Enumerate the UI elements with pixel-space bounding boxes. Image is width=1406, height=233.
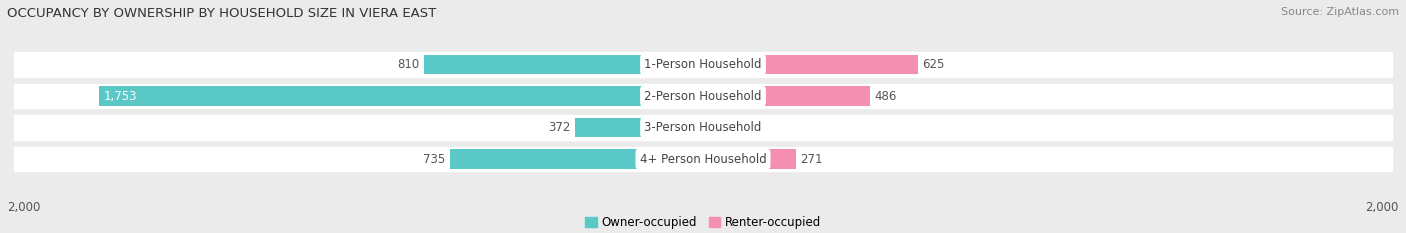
Text: 4+ Person Household: 4+ Person Household (640, 153, 766, 166)
Bar (14, 115, 1392, 140)
Bar (425, 55, 703, 74)
Bar (14, 147, 1392, 171)
Text: 2-Person Household: 2-Person Household (644, 90, 762, 103)
Bar (703, 149, 796, 169)
Text: 372: 372 (548, 121, 571, 134)
Text: 486: 486 (875, 90, 897, 103)
Text: 30: 30 (717, 121, 733, 134)
Bar (703, 55, 918, 74)
Text: 271: 271 (800, 153, 823, 166)
Text: 3-Person Household: 3-Person Household (644, 121, 762, 134)
Bar (703, 86, 870, 106)
Bar (100, 86, 703, 106)
Text: 810: 810 (398, 58, 420, 71)
Legend: Owner-occupied, Renter-occupied: Owner-occupied, Renter-occupied (585, 216, 821, 229)
Bar (703, 118, 713, 137)
Bar (450, 149, 703, 169)
Text: 625: 625 (922, 58, 945, 71)
Text: 735: 735 (423, 153, 446, 166)
Text: OCCUPANCY BY OWNERSHIP BY HOUSEHOLD SIZE IN VIERA EAST: OCCUPANCY BY OWNERSHIP BY HOUSEHOLD SIZE… (7, 7, 436, 20)
Bar (14, 84, 1392, 108)
Bar (575, 118, 703, 137)
Bar (14, 52, 1392, 77)
Text: 2,000: 2,000 (7, 201, 41, 214)
Text: 2,000: 2,000 (1365, 201, 1399, 214)
Text: 1-Person Household: 1-Person Household (644, 58, 762, 71)
Text: 1,753: 1,753 (103, 90, 136, 103)
Text: Source: ZipAtlas.com: Source: ZipAtlas.com (1281, 7, 1399, 17)
